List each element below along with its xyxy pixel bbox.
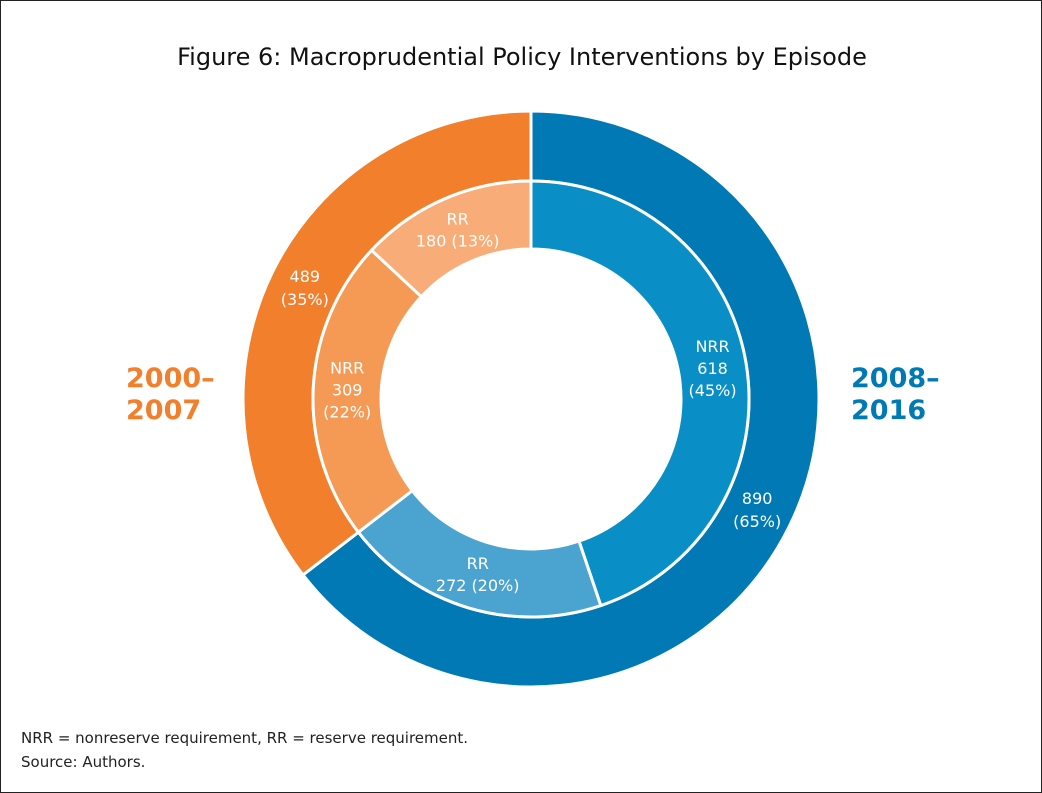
data-label-part: 309 [332, 380, 363, 399]
data-label-part: 618 [697, 359, 728, 378]
data-label-part: (35%) [281, 289, 329, 308]
data-label-part: RR [447, 209, 469, 228]
data-label-part: (20%) [471, 576, 519, 595]
donut-slice [529, 179, 751, 608]
episode-label: 2008–2016 [851, 363, 940, 426]
data-label: NRR 309 (22%) [323, 358, 371, 421]
data-label-part: 489 [290, 266, 321, 285]
data-label-part: 272 [436, 576, 467, 595]
data-label-part: (65%) [733, 512, 781, 531]
data-label-part: (13%) [451, 231, 499, 250]
note: NRR = nonreserve requirement, RR = reser… [21, 729, 469, 747]
episode-label: 2000–2007 [126, 363, 215, 426]
data-label: RR 272 (20%) [436, 554, 520, 595]
data-label: NRR 618 (45%) [689, 337, 737, 400]
data-label: 890 (65%) [733, 489, 781, 531]
data-label-part: RR [467, 554, 489, 573]
data-label-part: (45%) [689, 381, 737, 400]
note: Source: Authors. [21, 753, 146, 771]
data-label-part: NRR [330, 358, 364, 377]
data-label-part: 180 [416, 231, 447, 250]
data-label-part: (22%) [323, 402, 371, 421]
donut-slice [369, 179, 533, 299]
data-label: RR 180 (13%) [416, 209, 500, 250]
data-label-part: NRR [695, 337, 729, 356]
data-label: 489 (35%) [281, 266, 329, 308]
chart-title: Figure 6: Macroprudential Policy Interve… [177, 43, 867, 71]
data-label-part: 890 [742, 489, 773, 508]
